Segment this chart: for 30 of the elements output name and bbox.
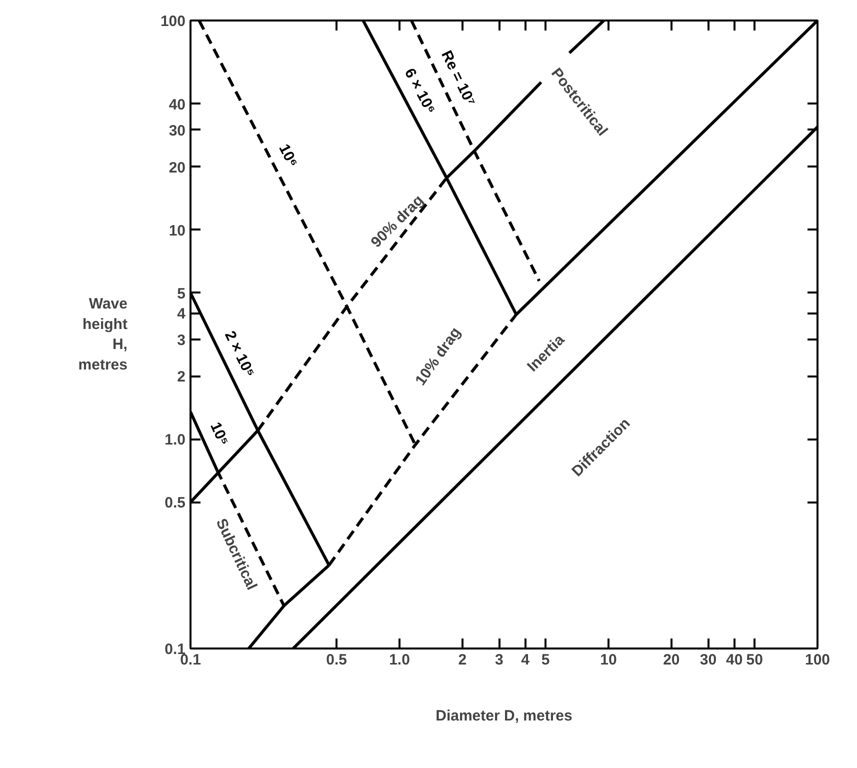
x-tick-label: 20: [663, 652, 680, 668]
legend-label: 10⁵: [206, 420, 232, 448]
x-tick-label: 10: [600, 652, 617, 668]
y-axis-title: Wave height H, metres: [78, 295, 128, 374]
y-tick-label: 5: [177, 285, 186, 302]
x-tick-label: 4: [521, 652, 530, 668]
y-tick-label: 10: [168, 222, 186, 240]
x-tick-label: 50: [746, 652, 763, 668]
y-tick-label: 4: [177, 306, 186, 323]
x-tick-label: 100: [804, 652, 830, 668]
text: 10⁶: [275, 141, 302, 170]
x-tick-label: 3: [495, 652, 504, 668]
text: 6 × 10⁶: [400, 66, 439, 117]
x-tick-label: 1.0: [389, 652, 410, 668]
y-tick-label: 20: [168, 159, 186, 176]
x-tick-label: 5: [541, 652, 550, 668]
y-tick-label: 0.5: [164, 494, 186, 512]
y-tick-label: 100: [160, 13, 186, 30]
x-tick-label: 40: [726, 652, 743, 668]
x-tick-label: 2: [458, 652, 467, 668]
y-tick-label: 1.0: [164, 432, 186, 449]
y-tick-label: 30: [168, 122, 186, 140]
x-axis-title: Diameter D, metres: [436, 708, 572, 724]
y-tick-label: 2: [177, 368, 186, 386]
x-tick-label: 30: [700, 652, 717, 668]
text: 2 × 10⁵: [221, 328, 258, 380]
text: Re = 10⁷: [438, 48, 479, 109]
y-tick-label: 3: [177, 332, 186, 349]
x-tick-label: 0.5: [326, 652, 348, 668]
y-tick-label: 40: [168, 96, 186, 114]
